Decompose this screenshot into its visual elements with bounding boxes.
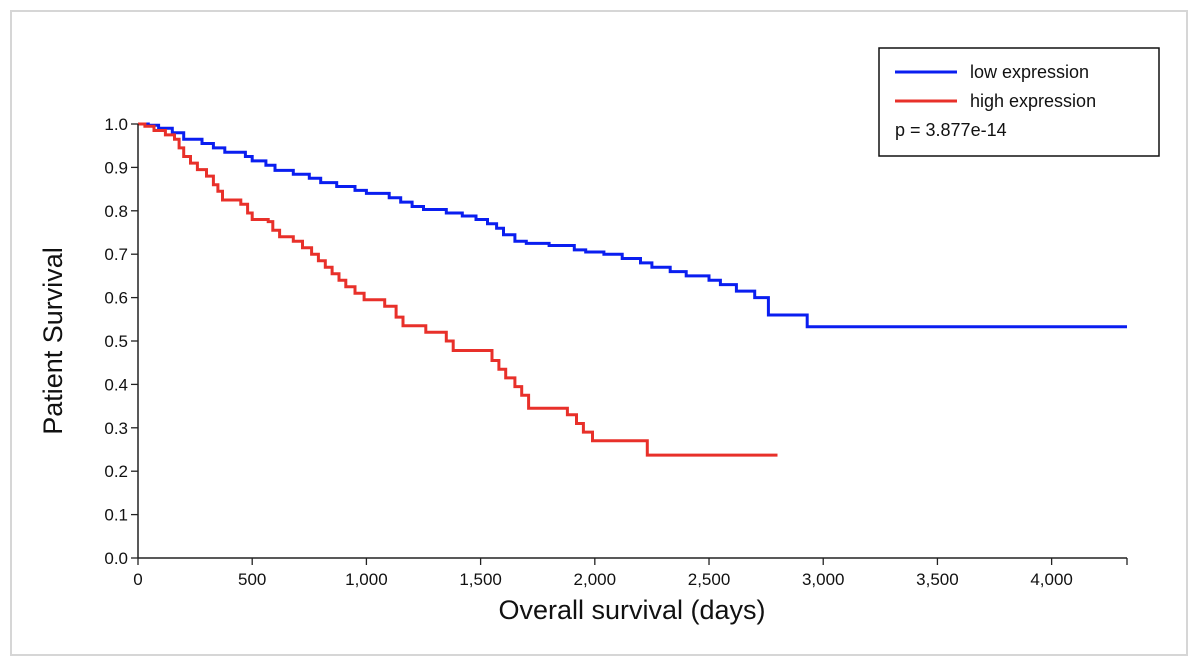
y-axis-title: Patient Survival bbox=[38, 247, 68, 435]
legend-label-low-expression: low expression bbox=[970, 62, 1089, 82]
axes: 0.0 0.1 0.2 0.3 0.4 0.5 0.6 0.7 0.8 0.9 1.0 0 500 1,… bbox=[104, 115, 1128, 589]
x-ticks: 0 500 1,000 1,500 2,000 2,500 3,000 3,500 4,000 bbox=[133, 558, 1128, 589]
x-tick-label: 1,500 bbox=[459, 570, 502, 589]
x-tick-label: 4,000 bbox=[1030, 570, 1073, 589]
y-tick-label: 0.3 bbox=[104, 419, 128, 438]
y-tick-label: 0.1 bbox=[104, 506, 128, 525]
y-tick-label: 0.5 bbox=[104, 332, 128, 351]
y-tick-label: 1.0 bbox=[104, 115, 128, 134]
y-tick-label: 0.7 bbox=[104, 245, 128, 264]
p-value-annotation: p = 3.877e-14 bbox=[895, 120, 1007, 140]
y-tick-label: 0.4 bbox=[104, 375, 128, 394]
y-ticks: 0.0 0.1 0.2 0.3 0.4 0.5 0.6 0.7 0.8 0.9 1.0 bbox=[104, 115, 138, 568]
survival-chart: 0.0 0.1 0.2 0.3 0.4 0.5 0.6 0.7 0.8 0.9 1.0 0 500 1,… bbox=[38, 47, 1160, 625]
x-tick-label: 2,000 bbox=[574, 570, 617, 589]
chart-frame: 0.0 0.1 0.2 0.3 0.4 0.5 0.6 0.7 0.8 0.9 1.0 0 500 1,… bbox=[10, 10, 1188, 656]
y-tick-label: 0.9 bbox=[104, 158, 128, 177]
x-tick-label: 2,500 bbox=[688, 570, 731, 589]
y-tick-label: 0.8 bbox=[104, 202, 128, 221]
x-axis-title: Overall survival (days) bbox=[498, 595, 765, 625]
y-tick-label: 0.6 bbox=[104, 289, 128, 308]
legend-label-high-expression: high expression bbox=[970, 91, 1096, 111]
series-lines bbox=[138, 122, 1127, 457]
series-line-high-expression bbox=[138, 122, 778, 457]
x-tick-label: 500 bbox=[238, 570, 266, 589]
series-line-low-expression bbox=[138, 122, 1127, 329]
x-tick-label: 1,000 bbox=[345, 570, 388, 589]
x-tick-label: 0 bbox=[133, 570, 142, 589]
legend: low expression high expression p = 3.877… bbox=[878, 47, 1160, 157]
y-tick-label: 0.2 bbox=[104, 462, 128, 481]
x-tick-label: 3,500 bbox=[916, 570, 959, 589]
x-tick-label: 3,000 bbox=[802, 570, 845, 589]
y-tick-label: 0.0 bbox=[104, 549, 128, 568]
